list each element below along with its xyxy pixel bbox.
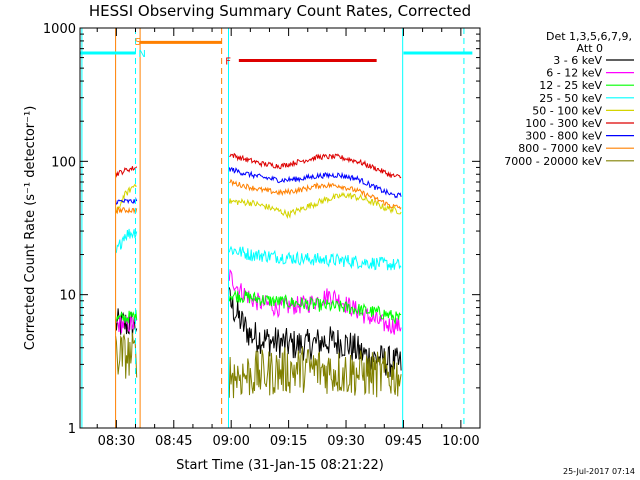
legend-label: 50 - 100 keV — [532, 104, 602, 117]
x-tick-label: 09:15 — [270, 434, 307, 449]
series-800-7000kev-segment-2 — [229, 178, 402, 210]
series-800-7000kev-segment-1 — [115, 206, 138, 215]
series-12-25kev-segment-1 — [115, 309, 138, 324]
x-tick-label: 09:45 — [385, 434, 422, 449]
marker-letter-n: N — [138, 49, 145, 60]
x-tick-label: 09:00 — [212, 434, 249, 449]
legend-label: 3 - 6 keV — [553, 54, 602, 67]
legend-label: 300 - 800 keV — [525, 130, 602, 143]
series-7000-20000kev-segment-2 — [228, 346, 402, 399]
series-50-100kev-segment-2 — [228, 191, 402, 219]
data-layer — [115, 152, 402, 399]
legend-label: 25 - 50 keV — [539, 92, 602, 105]
axis-layer: 1 10 100 1000 08:30 08:45 09:00 09:15 09:30 09:45… — [43, 22, 480, 449]
legend-header-line: Det 1,3,5,6,7,9, — [546, 30, 632, 43]
series-6-12kev-segment-2 — [228, 268, 402, 335]
series-25-50kev-segment-2 — [228, 245, 402, 271]
legend-label: 800 - 7000 keV — [518, 142, 602, 155]
marker-letter-f: F — [225, 57, 231, 68]
series-7000-20000kev-segment-1 — [115, 332, 138, 379]
legend-label: 12 - 25 keV — [539, 79, 602, 92]
series-50-100kev-segment-1 — [115, 183, 137, 214]
legend-label: 100 - 300 keV — [525, 117, 602, 130]
chart-title: HESSI Observing Summary Count Rates, Cor… — [89, 2, 471, 20]
legend-header-line: Att 0 — [577, 42, 603, 55]
y-axis-label: Corrected Count Rate (s⁻¹ detector⁻¹) — [23, 106, 38, 351]
series-25-50kev-segment-1 — [115, 228, 138, 254]
legend-label: 7000 - 20000 keV — [504, 155, 602, 168]
x-tick-label: 09:30 — [327, 434, 364, 449]
x-tick-label: 08:45 — [155, 434, 192, 449]
series-300-800kev-segment-1 — [115, 196, 138, 205]
legend-label: 6 - 12 keV — [546, 67, 602, 80]
series-300-800kev-segment-2 — [228, 166, 402, 199]
y-tick-label: 1000 — [43, 22, 76, 37]
annotation-layer: SN F — [80, 28, 473, 428]
y-tick-label: 10 — [59, 289, 76, 304]
footer-timestamp: 25-Jul-2017 07:14 — [563, 467, 635, 476]
marker-letter-s: S — [135, 37, 141, 48]
x-tick-label: 10:00 — [442, 434, 479, 449]
x-tick-label: 08:30 — [98, 434, 135, 449]
series-100-300kev-segment-2 — [229, 152, 402, 179]
series-12-25kev-segment-2 — [228, 289, 402, 324]
series-100-300kev-segment-1 — [115, 166, 138, 178]
y-tick-label: 100 — [51, 155, 76, 170]
plot-frame — [79, 27, 481, 429]
y-tick-label: 1 — [68, 422, 76, 437]
x-axis-label: Start Time (31-Jan-15 08:21:22) — [176, 458, 384, 473]
